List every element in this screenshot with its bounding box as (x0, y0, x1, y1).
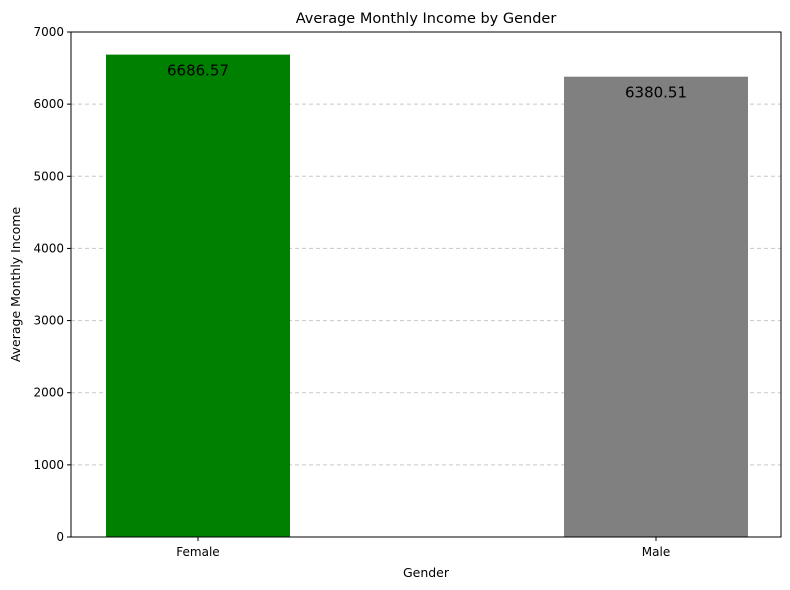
data-labels: 6686.57 6380.51 (167, 62, 687, 102)
y-tick-label: 1000 (33, 458, 64, 472)
y-tick-label: 4000 (33, 241, 64, 255)
y-tick-label: 3000 (33, 314, 64, 328)
y-axis-title: Average Monthly Income (8, 207, 23, 363)
bar-female (106, 54, 290, 538)
y-tick-label: 6000 (33, 97, 64, 111)
bar-value-label: 6686.57 (167, 62, 229, 80)
x-axis-title: Gender (403, 565, 450, 580)
y-tick-label: 0 (56, 530, 64, 544)
x-tick-label: Female (176, 545, 219, 559)
chart-title: Average Monthly Income by Gender (296, 11, 557, 27)
x-axis-ticks: Female Male (176, 537, 670, 559)
y-tick-label: 5000 (33, 169, 64, 183)
y-tick-label: 2000 (33, 386, 64, 400)
y-tick-label: 7000 (33, 25, 64, 39)
bar-male (564, 76, 748, 538)
plot-frame (70, 31, 782, 538)
y-axis-ticks: 0 1000 2000 3000 4000 5000 6000 7000 (33, 25, 71, 544)
bar-value-label: 6380.51 (625, 84, 687, 102)
x-tick-label: Male (642, 545, 670, 559)
bars (106, 54, 748, 538)
